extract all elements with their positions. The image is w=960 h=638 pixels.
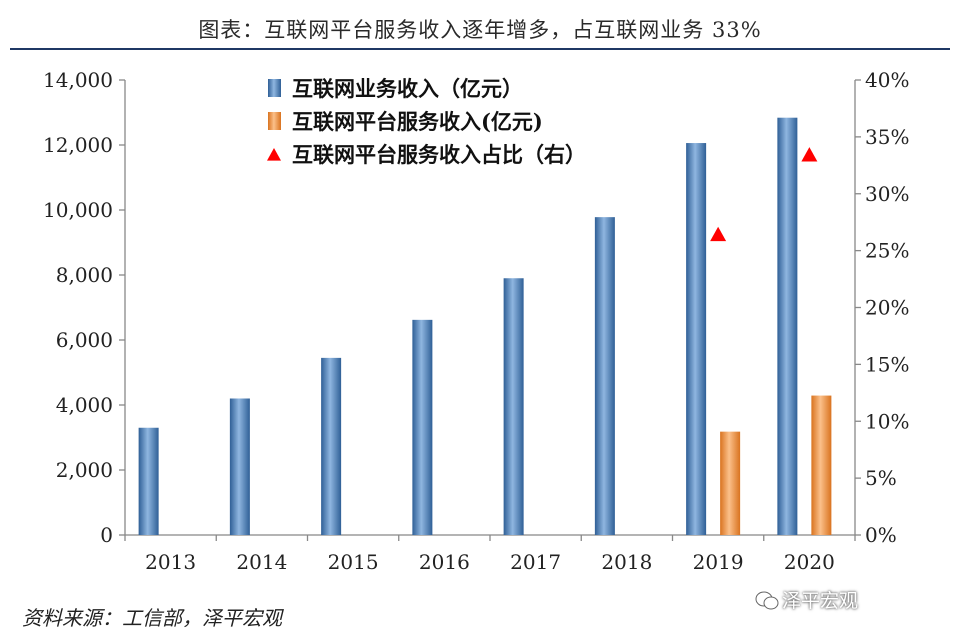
bar-internet-revenue-2013 [138,427,159,535]
y-left-tick-label: 0 [100,523,113,547]
title-divider [10,48,950,50]
y-left-tick-label: 12,000 [43,133,113,157]
x-tick-label: 2020 [784,550,835,574]
x-tick-label: 2014 [236,550,287,574]
watermark-text: 泽平宏观 [782,590,859,612]
x-tick-label: 2013 [145,550,196,574]
bar-platform-revenue-2020 [811,395,832,535]
bar-platform-revenue-2019 [720,431,741,535]
chart-title: 图表：互联网平台服务收入逐年增多，占互联网业务 33% [198,18,762,42]
y-left-tick-label: 6,000 [56,328,113,352]
marker-platform-share-2019 [710,226,727,242]
bar-internet-revenue-2019 [686,143,707,536]
y-left-tick-label: 8,000 [56,263,113,287]
y-right-tick-label: 0% [865,523,897,547]
legend-marker-platform-share [267,148,281,161]
x-tick-label: 2016 [419,550,470,574]
bar-internet-revenue-2014 [229,398,250,535]
legend-label-platform-revenue: 互联网平台服务收入(亿元) [292,109,543,134]
y-right-tick-label: 40% [865,68,909,92]
legend-label-platform-share: 互联网平台服务收入占比（右） [292,142,586,167]
y-left-tick-label: 10,000 [43,198,113,222]
legend-label-internet-revenue: 互联网业务收入（亿元） [292,76,523,101]
bar-internet-revenue-2016 [412,319,433,535]
y-left-tick-label: 4,000 [56,393,113,417]
source-note: 资料来源：工信部，泽平宏观 [22,606,282,630]
y-right-tick-label: 30% [865,182,909,206]
bar-internet-revenue-2017 [503,278,524,535]
legend-swatch-platform-revenue [268,112,281,130]
y-left-tick-label: 14,000 [43,68,113,92]
wechat-icon [755,591,779,610]
y-right-tick-label: 5% [865,466,897,490]
y-right-tick-label: 20% [865,296,909,320]
y-left-tick-label: 2,000 [56,458,113,482]
x-tick-label: 2015 [328,550,379,574]
bar-internet-revenue-2018 [594,217,615,535]
x-tick-label: 2018 [601,550,652,574]
bar-internet-revenue-2020 [777,117,798,535]
y-right-tick-label: 10% [865,409,909,433]
x-tick-label: 2019 [693,550,744,574]
y-right-tick-label: 35% [865,125,909,149]
marker-platform-share-2020 [801,147,818,162]
bar-internet-revenue-2015 [321,357,342,535]
x-tick-label: 2017 [510,550,561,574]
y-right-tick-label: 15% [865,352,909,376]
y-right-tick-label: 25% [865,239,909,263]
legend-swatch-internet-revenue [268,79,281,97]
